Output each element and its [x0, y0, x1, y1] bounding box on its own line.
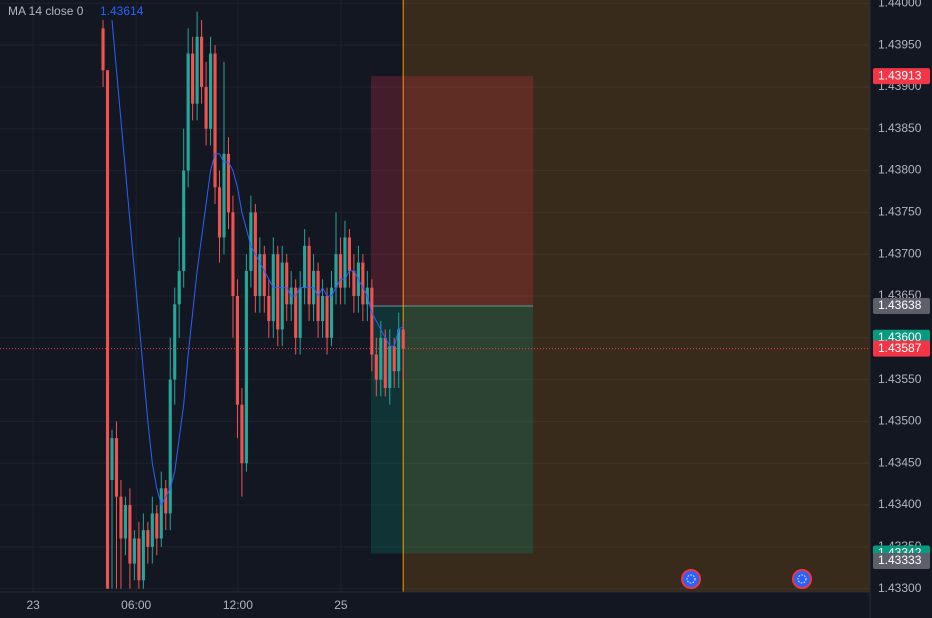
candle-body	[101, 28, 105, 71]
stop-zone	[370, 76, 534, 307]
candle-body	[285, 262, 289, 305]
event-icon[interactable]	[681, 569, 701, 589]
candle-body	[182, 170, 186, 271]
candle-body	[217, 187, 222, 238]
legend-value: 1.43614	[100, 4, 144, 18]
candle-body	[379, 337, 383, 380]
price-tag	[873, 298, 930, 315]
candle-body	[146, 530, 150, 547]
candle-body	[320, 296, 325, 322]
candle-body	[191, 53, 195, 104]
candle-body	[370, 287, 374, 355]
candle-body	[186, 53, 190, 171]
x-tick-label: 12:00	[223, 598, 253, 612]
candle-body	[392, 346, 396, 372]
candle-body	[276, 254, 280, 330]
candle-body	[307, 245, 311, 305]
candle-body	[388, 346, 392, 388]
price-tag	[873, 68, 930, 85]
price-tag-label: 1.43913	[878, 68, 922, 82]
candle-body	[240, 404, 244, 464]
candle-body	[249, 212, 253, 271]
legend-name: MA 14 close 0	[8, 4, 84, 18]
x-tick-label: 23	[26, 598, 40, 612]
price-tag-label: 1.43600	[878, 330, 922, 344]
y-tick-label: 1.43400	[878, 497, 922, 511]
price-tag-label: 1.43638	[878, 298, 922, 312]
y-tick-label: 1.43950	[878, 37, 922, 51]
candle-body	[303, 245, 307, 288]
candle-body	[361, 262, 365, 305]
candle-body	[352, 270, 356, 296]
candle-body	[383, 337, 387, 388]
y-tick-label: 1.43800	[878, 163, 922, 177]
candle-body	[173, 304, 177, 380]
candle-body	[164, 488, 168, 514]
candle-body	[141, 530, 145, 581]
candle-body	[222, 153, 226, 238]
candle-body	[401, 329, 405, 349]
price-tag	[873, 340, 930, 357]
price-tag-label: 1.43333	[878, 553, 922, 567]
candle-body	[374, 354, 378, 380]
candle-body	[347, 237, 352, 271]
candle-body	[150, 513, 154, 547]
candle-body	[334, 254, 338, 288]
x-tick-label: 06:00	[121, 598, 151, 612]
candle-body	[231, 212, 235, 296]
price-tag	[873, 553, 930, 570]
candle-body	[280, 262, 284, 330]
candle-body	[262, 254, 266, 296]
candle-body	[128, 505, 132, 564]
candle-body	[168, 379, 172, 514]
candle-body	[110, 438, 114, 480]
candle-body	[325, 296, 329, 338]
y-tick-label: 1.43700	[878, 246, 922, 260]
candle-body	[177, 270, 181, 305]
candle-body	[267, 296, 271, 322]
candle-body	[258, 254, 262, 296]
candle-body	[114, 438, 119, 497]
candle-body	[329, 287, 334, 338]
y-tick-label: 1.43300	[878, 581, 922, 595]
candle-body	[226, 153, 231, 213]
candle-body	[343, 237, 347, 288]
candle-body	[204, 86, 208, 129]
y-tick-label: 1.43550	[878, 372, 922, 386]
candle-body	[294, 287, 298, 338]
candle-body	[235, 296, 240, 405]
future-region	[403, 0, 870, 592]
candle-body	[123, 505, 128, 539]
y-tick-label: 1.43450	[878, 455, 922, 469]
candle-body	[298, 287, 302, 338]
y-tick-label: 1.44000	[878, 0, 922, 10]
event-icon[interactable]	[792, 569, 812, 589]
candle-body	[155, 513, 159, 539]
y-tick-label: 1.43850	[878, 121, 922, 135]
x-tick-label: 25	[334, 598, 348, 612]
ma-line	[111, 20, 404, 507]
candle-body	[132, 538, 136, 564]
candle-body	[137, 538, 141, 581]
candle-body	[213, 53, 217, 188]
candle-body	[397, 329, 401, 372]
candle-body	[338, 254, 343, 288]
candle-body	[208, 53, 213, 129]
y-tick-label: 1.43750	[878, 205, 922, 219]
candle-body	[195, 36, 199, 104]
y-tick-label: 1.43500	[878, 414, 922, 428]
candle-body	[200, 36, 204, 87]
candle-body	[159, 488, 163, 539]
price-tag-label: 1.43587	[878, 341, 922, 355]
candle-body	[119, 496, 123, 539]
candle-body	[244, 270, 248, 464]
candle-body	[105, 70, 110, 589]
